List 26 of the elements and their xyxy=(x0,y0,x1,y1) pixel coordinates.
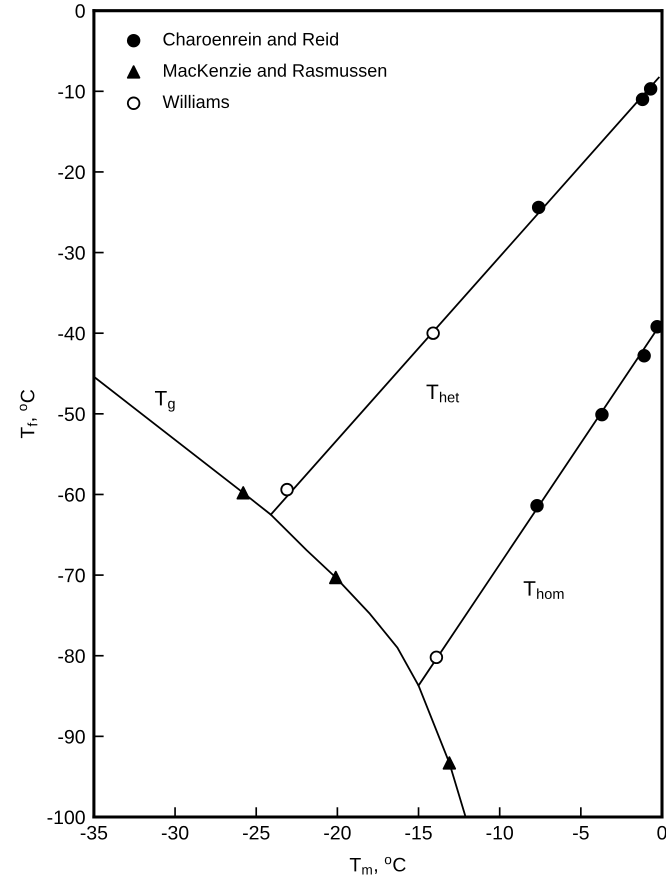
y-tick-label: -100 xyxy=(48,810,85,824)
y-tick-label: -80 xyxy=(58,649,85,663)
x-tick-label: -10 xyxy=(486,826,513,840)
x-tick-label: -20 xyxy=(324,826,351,840)
y-tick-label: 0 xyxy=(76,4,85,18)
x-tick-label: -30 xyxy=(162,826,188,840)
x-tick-label: -35 xyxy=(80,826,108,840)
y-tick-label: -40 xyxy=(58,326,85,340)
y-tick-label: -60 xyxy=(58,488,85,502)
legend-label: Williams xyxy=(162,94,230,108)
y-axis-title: T$_{f}$, $^{o}$C xyxy=(20,390,38,438)
y-tick-label: -10 xyxy=(58,84,85,99)
series-label: T$_{g}$ xyxy=(154,390,175,412)
series-label: T$_{hom}$ xyxy=(524,581,564,600)
x-axis-title: T$_{m}$, $^{o}$C xyxy=(350,856,406,874)
y-tick-label: -20 xyxy=(58,165,85,180)
y-tick-label: -30 xyxy=(58,246,85,260)
legend-label: Charoenrein and Reid xyxy=(163,32,338,46)
series-label: T$_{het}$ xyxy=(426,384,460,402)
y-tick-label: -50 xyxy=(58,407,85,422)
x-tick-label: -5 xyxy=(573,826,589,840)
y-tick-label: -90 xyxy=(58,730,85,744)
y-tick-label: -70 xyxy=(58,568,85,582)
x-tick-label: -15 xyxy=(405,826,432,840)
x-tick-label: -25 xyxy=(243,826,270,840)
legend-label: MacKenzie and Rasmussen xyxy=(164,64,386,77)
